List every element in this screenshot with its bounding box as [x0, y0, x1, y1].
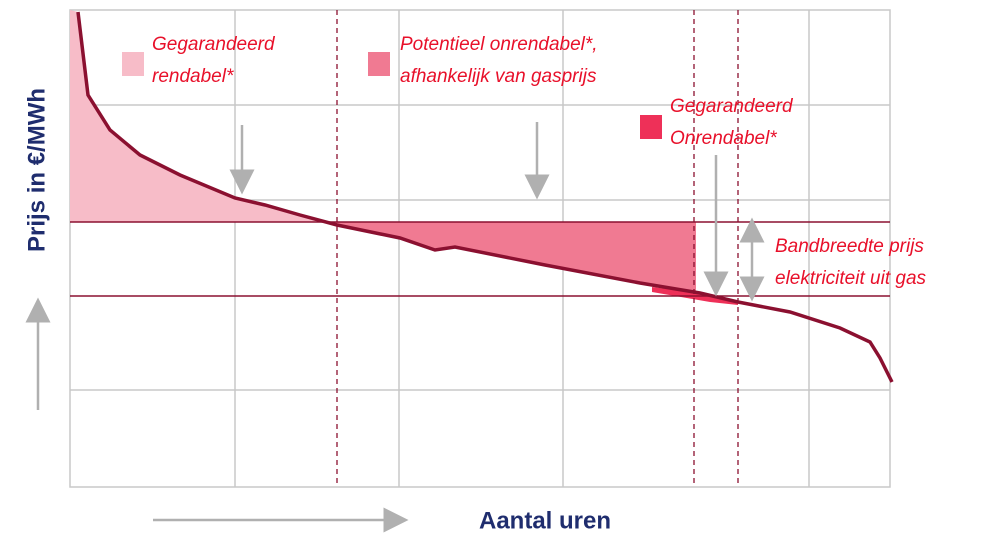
price-curve [76, 11, 894, 383]
band-label: Bandbreedte prijs [775, 236, 924, 257]
legend-label: Onrendabel* [670, 128, 777, 149]
legend-label: rendabel* [152, 66, 234, 87]
legend-label: Potentieel onrendabel*, [400, 34, 598, 55]
legend-label: Gegarandeerd [152, 34, 276, 55]
legend-swatch [122, 52, 144, 76]
y-axis-label: Prijs in €/MWh [23, 88, 50, 252]
band-label: elektriciteit uit gas [775, 268, 927, 289]
legend-swatch [640, 115, 662, 139]
area-rendabel [70, 10, 320, 222]
legend-label: Gegarandeerd [670, 96, 794, 117]
x-axis-label: Aantal uren [479, 507, 611, 533]
legend-label: afhankelijk van gasprijs [400, 66, 597, 87]
legend-swatch [368, 52, 390, 76]
